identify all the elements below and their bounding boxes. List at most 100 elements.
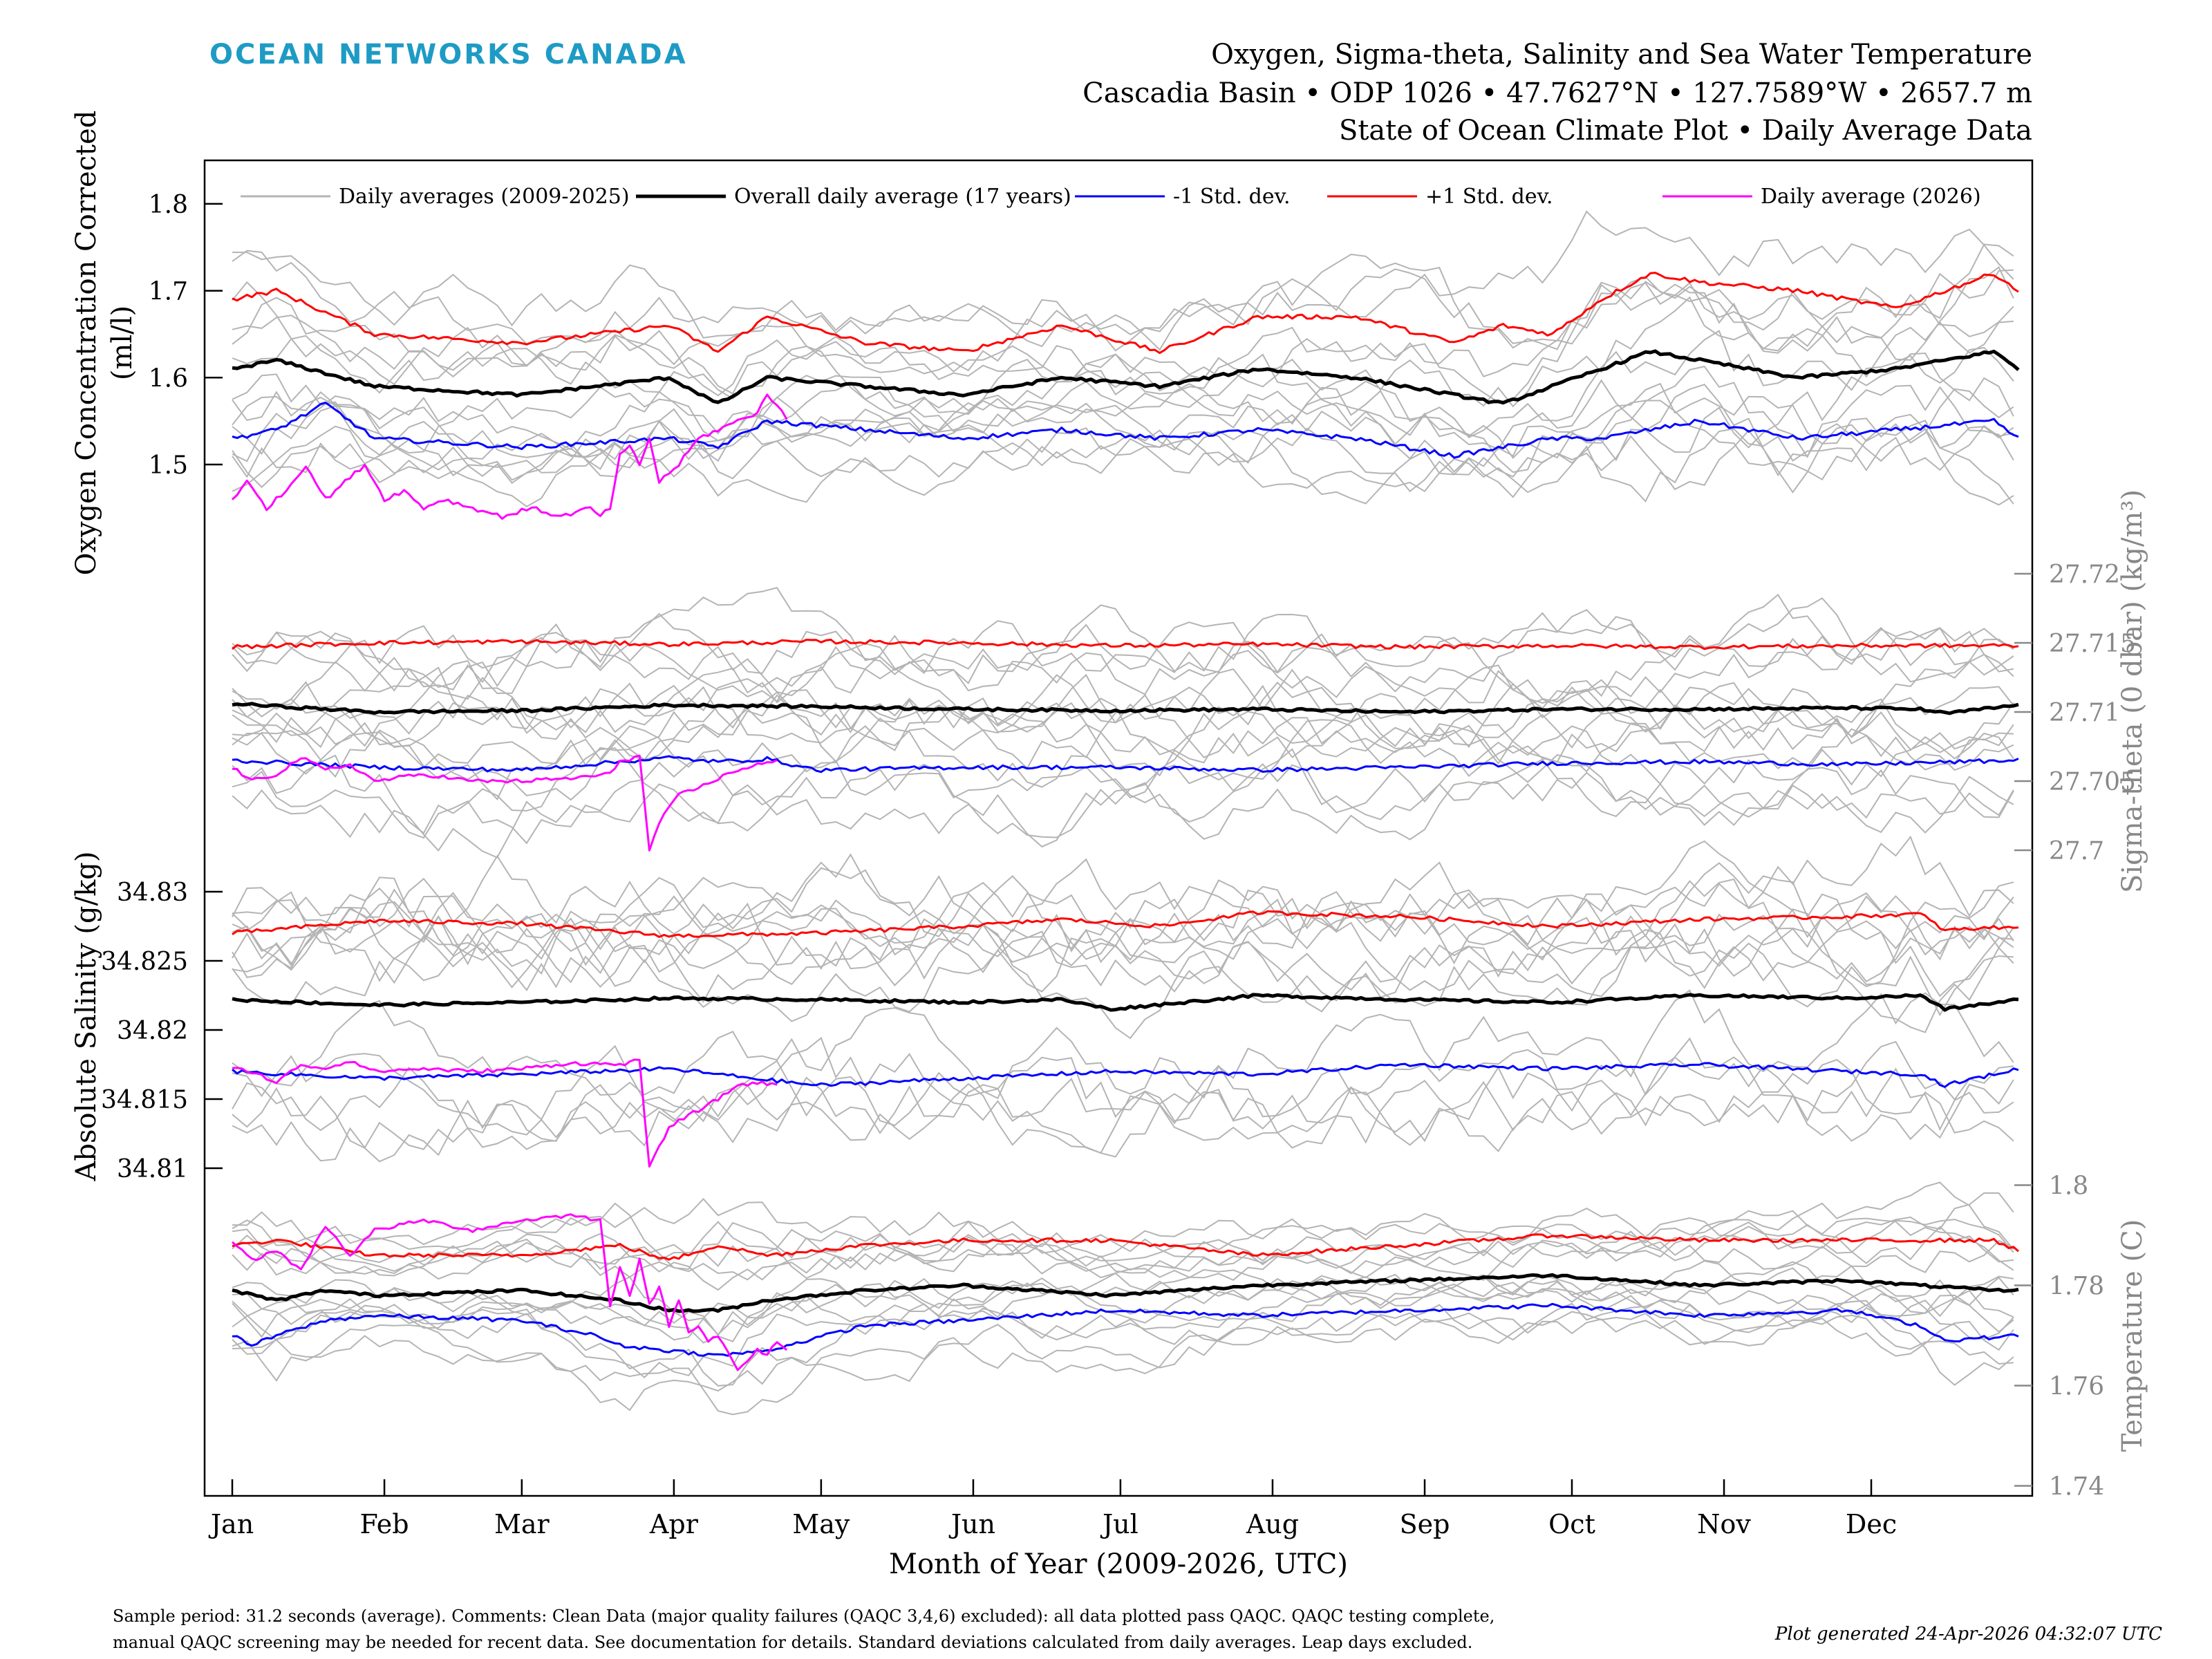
salinity-yearly-line: [232, 877, 2014, 997]
sigma_theta-yearly-line: [232, 741, 2014, 834]
salinity-series-minus-std: [232, 1062, 2019, 1088]
legend-label: Daily average (2026): [1761, 185, 1981, 209]
sigma_theta-yearly-line: [232, 587, 2014, 700]
sigma_theta-yearly-line: [232, 697, 2014, 781]
oxygen-series-year-2026: [231, 393, 788, 520]
title-line-3: State of Ocean Climate Plot • Daily Aver…: [1339, 115, 2032, 147]
oxygen-y-tick-label: 1.8: [149, 191, 188, 219]
legend-label: -1 Std. dev.: [1173, 185, 1291, 209]
salinity-y-tick-label: 34.82: [117, 1017, 188, 1045]
salinity-yearly-line: [232, 1040, 2014, 1146]
temperature-yearly-line: [232, 1260, 2014, 1338]
sigma_theta-yearly-lines: [232, 587, 2014, 859]
panel-salinity: 34.81 34.815 34.82 34.825 34.83 Absolute Sali…: [71, 835, 2019, 1183]
temperature-y-axis-label: Temperature (C): [2117, 1219, 2148, 1452]
temperature-y-tick-label: 1.76: [2049, 1373, 2104, 1401]
sigma_theta-y-tick-label: 27.705: [2049, 768, 2136, 796]
temperature-yearly-line: [232, 1238, 2014, 1291]
oxygen-y-tick-label: 1.6: [149, 364, 188, 393]
oxygen-yearly-line: [232, 420, 2014, 496]
oxygen-yearly-line: [232, 352, 2014, 453]
oxygen-yearly-lines: [232, 210, 2014, 507]
sigma_theta-yearly-line: [232, 673, 2014, 749]
sigma_theta-y-tick-label: 27.71: [2049, 699, 2120, 727]
temperature-yearly-line: [232, 1300, 2014, 1387]
x-tick-label: Sep: [1400, 1509, 1450, 1539]
temperature-series-plus-std: [232, 1233, 2019, 1261]
plot-frame: [203, 159, 2034, 1497]
legend-label: Daily averages (2009-2025): [339, 185, 630, 209]
salinity-yearly-line: [232, 862, 2014, 969]
x-tick-label: Aug: [1246, 1509, 1299, 1539]
salinity-yearly-line: [232, 835, 2014, 959]
temperature-yearly-line: [232, 1219, 2014, 1280]
panels: 1.5 1.6 1.7 1.8 Oxygen Concentration Correct…: [71, 111, 2148, 1501]
temperature-yearly-line: [232, 1300, 2014, 1412]
sigma_theta-yearly-line: [232, 597, 2014, 683]
salinity-yearly-line: [232, 989, 2014, 1100]
sigma_theta-yearly-line: [232, 626, 2014, 718]
salinity-series-mean: [232, 993, 2019, 1012]
sigma_theta-yearly-line: [232, 666, 2014, 769]
temperature-series-mean: [232, 1273, 2019, 1313]
sigma_theta-series-mean: [232, 702, 2019, 715]
sigma_theta-y-axis-label: Sigma-theta (0 dbar) (kg/m³): [2117, 489, 2148, 893]
sigma_theta-yearly-line: [232, 763, 2014, 859]
x-tick-label: Jan: [208, 1509, 254, 1539]
footer-note-line-2: manual QAQC screening may be needed for …: [113, 1633, 1472, 1652]
logo: OCEAN NETWORKS CANADA: [209, 39, 688, 71]
x-tick-label: Dec: [1846, 1509, 1897, 1539]
x-axis-label: Month of Year (2009-2026, UTC): [889, 1548, 1348, 1580]
x-tick-label: Jun: [948, 1509, 995, 1539]
x-tick-label: May: [792, 1509, 850, 1539]
temperature-yearly-line: [232, 1210, 2014, 1277]
sigma_theta-y-tick-label: 27.715: [2049, 630, 2136, 658]
oxygen-yearly-line: [232, 424, 2014, 507]
temperature-series-year-2026: [231, 1213, 788, 1371]
temperature-y-tick-label: 1.8: [2049, 1172, 2088, 1201]
legend: Daily averages (2009-2025) Overall daily …: [241, 185, 1981, 209]
salinity-y-axis-label: Absolute Salinity (g/kg): [71, 851, 102, 1181]
sigma_theta-series-plus-std: [232, 639, 2019, 650]
oxygen-y-tick-label: 1.7: [149, 278, 188, 306]
salinity-y-tick-label: 34.83: [117, 879, 188, 907]
temperature-yearly-line: [232, 1304, 2014, 1416]
temperature-yearly-line: [232, 1224, 2014, 1282]
oxygen-y-axis-label: (ml/l): [106, 306, 138, 380]
panel-oxygen: 1.5 1.6 1.7 1.8 Oxygen Concentration Correct…: [71, 111, 2020, 575]
temperature-y-tick-label: 1.74: [2049, 1473, 2104, 1501]
salinity-series-plus-std: [232, 910, 2019, 938]
oxygen-series-mean: [232, 349, 2020, 405]
temperature-y-tick-label: 1.78: [2049, 1273, 2104, 1301]
legend-label: Overall daily average (17 years): [734, 185, 1071, 209]
x-axis: Jan Feb Mar Apr May Jun Jul Aug Sep Oct Nov Dec: [208, 1479, 1897, 1539]
temperature-yearly-line: [232, 1274, 2014, 1378]
salinity-y-tick-label: 34.825: [101, 948, 188, 976]
x-tick-label: Apr: [649, 1509, 699, 1539]
oxygen-series-plus-std: [232, 272, 2019, 355]
oxygen-yearly-line: [232, 380, 2014, 505]
x-tick-label: Jul: [1100, 1509, 1138, 1539]
x-tick-label: Mar: [494, 1509, 550, 1539]
salinity-yearly-line: [232, 1037, 2014, 1163]
x-tick-label: Nov: [1697, 1509, 1751, 1539]
title-line-1: Oxygen, Sigma-theta, Salinity and Sea Wa…: [1211, 39, 2032, 71]
oxygen-yearly-line: [232, 268, 2014, 386]
salinity-y-tick-label: 34.815: [101, 1086, 188, 1114]
sigma_theta-yearly-line: [232, 702, 2014, 801]
oxygen-yearly-line: [232, 210, 2014, 351]
oxygen-yearly-line: [232, 400, 2014, 506]
temperature-series-minus-std: [232, 1302, 2019, 1357]
salinity-yearly-lines: [232, 835, 2014, 1163]
x-tick-label: Oct: [1548, 1509, 1595, 1539]
oxygen-yearly-line: [232, 375, 2014, 474]
salinity-y-tick-label: 34.81: [117, 1155, 188, 1183]
title-line-2: Cascadia Basin • ODP 1026 • 47.7627°N • …: [1082, 77, 2032, 109]
temperature-yearly-line: [232, 1274, 2014, 1344]
sigma_theta-y-tick-label: 27.72: [2049, 561, 2120, 589]
oxygen-yearly-line: [232, 296, 2014, 417]
oxygen-series-minus-std: [232, 402, 2019, 459]
salinity-yearly-line: [232, 908, 2014, 1003]
oxygen-yearly-line: [232, 353, 2014, 473]
